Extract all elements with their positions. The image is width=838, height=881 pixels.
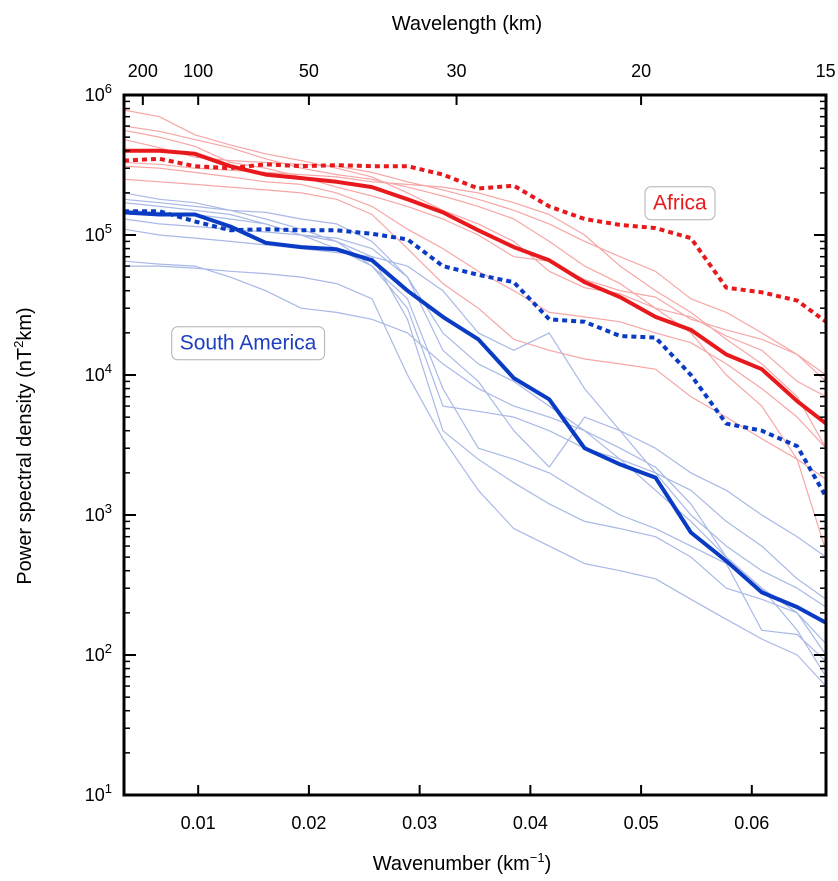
y-tick-label: 101 [85,781,112,805]
south-america-thin-series-line [123,202,827,656]
africa-dotted-series-line [123,156,828,324]
south-america-thin-series-line [124,265,827,687]
top-tick-label: 50 [299,61,319,81]
africa-thin-series-line [123,165,827,449]
x-tick-label: 0.01 [181,813,216,833]
top-tick-label: 20 [631,61,651,81]
y-tick-label: 103 [85,501,112,525]
annotation-text: South America [180,332,317,355]
x-tick-label: 0.06 [734,813,769,833]
south-america-thin-series-line [123,192,827,608]
x-axis: 0.01 0.02 0.03 0.04 0.05 0.06 [181,785,769,833]
y-tick-label: 106 [85,81,112,105]
annotation-label: South America [171,326,326,361]
y-tick-label: 105 [85,221,112,245]
africa-solid-series-line [124,148,828,426]
annotations-group: Africa South America [171,186,716,361]
south-america-thin-series-line [123,228,827,600]
top-axis: 200 100 50 30 20 15 [128,61,836,105]
x-tick-label: 0.05 [624,813,659,833]
annotation-box [171,326,326,361]
annotation-label: Africa [644,186,716,221]
top-tick-label: 30 [447,61,467,81]
x-axis-title: Wavenumber (km−1) [373,850,552,875]
south-america-thin-series-line [123,209,827,662]
plot-frame [122,93,828,797]
y-tick-label: 102 [85,641,112,665]
x-tick-label: 0.03 [402,813,437,833]
y-axis: 101 102 103 104 105 106 [85,81,826,805]
top-tick-label: 200 [128,61,158,81]
top-tick-label: 15 [816,61,836,81]
south-america-dotted-series-line [124,209,828,498]
y-tick-label: 104 [85,361,112,385]
annotation-text: Africa [653,192,707,215]
south-america-thin-series-line [123,260,827,678]
y-axis-title: Power spectral density (nT2km) [11,307,36,584]
top-axis-title: Wavelength (km) [392,13,542,35]
africa-thin-series-line [123,139,827,382]
top-tick-label: 100 [183,61,213,81]
south-america-thin-series-line [123,198,827,558]
africa-thin-series-line [123,129,827,376]
thick-lines-group [123,148,828,625]
annotation-box [644,186,716,221]
x-tick-label: 0.02 [291,813,326,833]
x-tick-label: 0.04 [513,813,548,833]
africa-thin-series-line [123,125,827,552]
